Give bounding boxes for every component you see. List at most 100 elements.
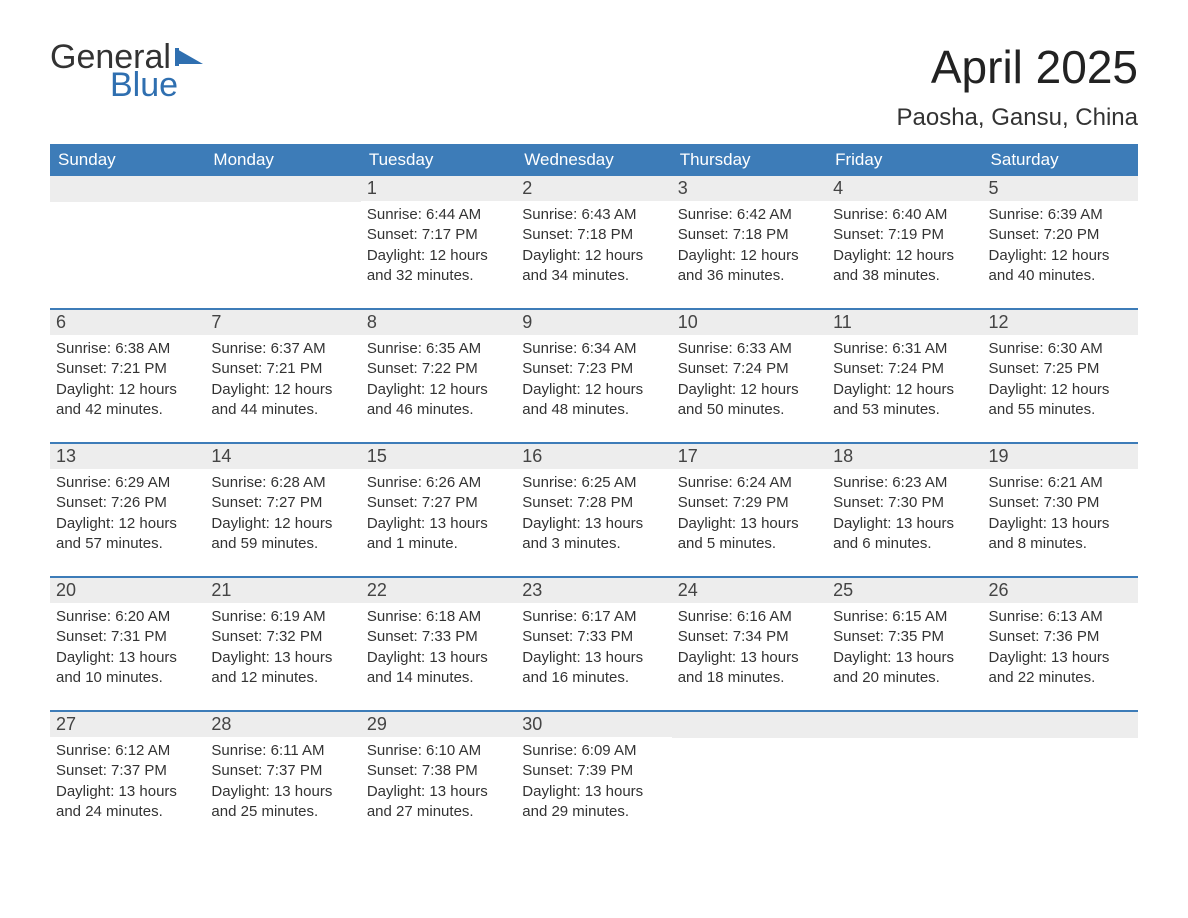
day-cell: 18Sunrise: 6:23 AMSunset: 7:30 PMDayligh…: [827, 444, 982, 564]
daylight-text: Daylight: 12 hours and 34 minutes.: [522, 246, 665, 287]
sunrise-text: Sunrise: 6:18 AM: [367, 607, 510, 627]
daylight-text: Daylight: 13 hours and 25 minutes.: [211, 782, 354, 823]
day-cell: [50, 176, 205, 296]
daylight-text: Daylight: 13 hours and 18 minutes.: [678, 648, 821, 689]
sunset-text: Sunset: 7:33 PM: [367, 627, 510, 647]
sunrise-text: Sunrise: 6:15 AM: [833, 607, 976, 627]
title-block: April 2025 Paosha, Gansu, China: [897, 40, 1139, 132]
sunset-text: Sunset: 7:28 PM: [522, 493, 665, 513]
sunrise-text: Sunrise: 6:24 AM: [678, 473, 821, 493]
day-cell: [827, 712, 982, 832]
day-number: 13: [50, 444, 205, 469]
day-number: 25: [827, 578, 982, 603]
day-cell: 28Sunrise: 6:11 AMSunset: 7:37 PMDayligh…: [205, 712, 360, 832]
day-cell: 14Sunrise: 6:28 AMSunset: 7:27 PMDayligh…: [205, 444, 360, 564]
day-number: 6: [50, 310, 205, 335]
day-content: Sunrise: 6:37 AMSunset: 7:21 PMDaylight:…: [205, 335, 360, 430]
daylight-text: Daylight: 13 hours and 3 minutes.: [522, 514, 665, 555]
sunrise-text: Sunrise: 6:16 AM: [678, 607, 821, 627]
sunset-text: Sunset: 7:29 PM: [678, 493, 821, 513]
day-number: 18: [827, 444, 982, 469]
day-number: 14: [205, 444, 360, 469]
daylight-text: Daylight: 12 hours and 44 minutes.: [211, 380, 354, 421]
day-cell: 6Sunrise: 6:38 AMSunset: 7:21 PMDaylight…: [50, 310, 205, 430]
day-header-wednesday: Wednesday: [516, 144, 671, 176]
day-header-monday: Monday: [205, 144, 360, 176]
day-number-empty: [205, 176, 360, 202]
sunset-text: Sunset: 7:33 PM: [522, 627, 665, 647]
sunset-text: Sunset: 7:37 PM: [211, 761, 354, 781]
location: Paosha, Gansu, China: [897, 104, 1139, 132]
day-cell: 11Sunrise: 6:31 AMSunset: 7:24 PMDayligh…: [827, 310, 982, 430]
day-cell: 26Sunrise: 6:13 AMSunset: 7:36 PMDayligh…: [983, 578, 1138, 698]
day-content: Sunrise: 6:23 AMSunset: 7:30 PMDaylight:…: [827, 469, 982, 564]
daylight-text: Daylight: 13 hours and 5 minutes.: [678, 514, 821, 555]
day-number: 4: [827, 176, 982, 201]
sunset-text: Sunset: 7:26 PM: [56, 493, 199, 513]
day-content: Sunrise: 6:19 AMSunset: 7:32 PMDaylight:…: [205, 603, 360, 698]
day-number: 30: [516, 712, 671, 737]
day-content: Sunrise: 6:15 AMSunset: 7:35 PMDaylight:…: [827, 603, 982, 698]
day-number: 1: [361, 176, 516, 201]
day-number: 19: [983, 444, 1138, 469]
day-content: Sunrise: 6:09 AMSunset: 7:39 PMDaylight:…: [516, 737, 671, 832]
sunset-text: Sunset: 7:39 PM: [522, 761, 665, 781]
weeks-container: 1 Sunrise: 6:44 AMSunset: 7:17 PM Daylight…: [50, 176, 1138, 832]
sunrise-text: Sunrise: 6:42 AM: [678, 205, 821, 225]
sunrise-text: Sunrise: 6:34 AM: [522, 339, 665, 359]
daylight-text: Daylight: 13 hours and 29 minutes.: [522, 782, 665, 823]
sunset-text: Sunset: 7:37 PM: [56, 761, 199, 781]
daylight-text: Daylight: 13 hours and 24 minutes.: [56, 782, 199, 823]
sunset-text: Sunset: 7:30 PM: [989, 493, 1132, 513]
sunrise-text: Sunrise: 6:21 AM: [989, 473, 1132, 493]
daylight-text: Daylight: 12 hours and 46 minutes.: [367, 380, 510, 421]
sunrise-text: Sunrise: 6:39 AM: [989, 205, 1132, 225]
week-row: 20Sunrise: 6:20 AMSunset: 7:31 PMDayligh…: [50, 576, 1138, 698]
day-cell: 4Sunrise: 6:40 AMSunset: 7:19 PMDaylight…: [827, 176, 982, 296]
sunrise-text: Sunrise: 6:28 AM: [211, 473, 354, 493]
day-content: Sunrise: 6:33 AMSunset: 7:24 PMDaylight:…: [672, 335, 827, 430]
day-number: 17: [672, 444, 827, 469]
daylight-text: Daylight: 13 hours and 20 minutes.: [833, 648, 976, 689]
day-number: 7: [205, 310, 360, 335]
sunrise-text: Sunrise: 6:30 AM: [989, 339, 1132, 359]
day-cell: 10Sunrise: 6:33 AMSunset: 7:24 PMDayligh…: [672, 310, 827, 430]
daylight-text: Daylight: 12 hours and 48 minutes.: [522, 380, 665, 421]
day-cell: 2Sunrise: 6:43 AMSunset: 7:18 PMDaylight…: [516, 176, 671, 296]
daylight-text: Daylight: 13 hours and 10 minutes.: [56, 648, 199, 689]
day-content: Sunrise: 6:18 AMSunset: 7:33 PMDaylight:…: [361, 603, 516, 698]
day-number: 28: [205, 712, 360, 737]
day-content: Sunrise: 6:38 AMSunset: 7:21 PMDaylight:…: [50, 335, 205, 430]
sunset-text: Sunset: 7:17 PM: [367, 225, 510, 245]
day-number: 12: [983, 310, 1138, 335]
sunrise-text: Sunrise: 6:10 AM: [367, 741, 510, 761]
day-number: 20: [50, 578, 205, 603]
daylight-text: Daylight: 12 hours and 57 minutes.: [56, 514, 199, 555]
day-number: 3: [672, 176, 827, 201]
day-number: 16: [516, 444, 671, 469]
day-cell: 24Sunrise: 6:16 AMSunset: 7:34 PMDayligh…: [672, 578, 827, 698]
day-cell: 9Sunrise: 6:34 AMSunset: 7:23 PMDaylight…: [516, 310, 671, 430]
sunrise-text: Sunrise: 6:44 AM: [367, 205, 510, 225]
sunset-text: Sunset: 7:24 PM: [678, 359, 821, 379]
day-number: 27: [50, 712, 205, 737]
day-cell: 25Sunrise: 6:15 AMSunset: 7:35 PMDayligh…: [827, 578, 982, 698]
daylight-text: Daylight: 13 hours and 16 minutes.: [522, 648, 665, 689]
sunset-text: Sunset: 7:34 PM: [678, 627, 821, 647]
daylight-text: Daylight: 13 hours and 22 minutes.: [989, 648, 1132, 689]
day-header-tuesday: Tuesday: [361, 144, 516, 176]
sunset-text: Sunset: 7:27 PM: [211, 493, 354, 513]
day-cell: 23Sunrise: 6:17 AMSunset: 7:33 PMDayligh…: [516, 578, 671, 698]
day-content: Sunrise: 6:35 AMSunset: 7:22 PMDaylight:…: [361, 335, 516, 430]
day-content: Sunrise: 6:28 AMSunset: 7:27 PMDaylight:…: [205, 469, 360, 564]
day-content: Sunrise: 6:24 AMSunset: 7:29 PMDaylight:…: [672, 469, 827, 564]
day-cell: 1Sunrise: 6:44 AMSunset: 7:17 PMDaylight…: [361, 176, 516, 296]
sunrise-text: Sunrise: 6:13 AM: [989, 607, 1132, 627]
sunrise-text: Sunrise: 6:40 AM: [833, 205, 976, 225]
day-content: Sunrise: 6:12 AMSunset: 7:37 PMDaylight:…: [50, 737, 205, 832]
day-number: 11: [827, 310, 982, 335]
day-content: Sunrise: 6:17 AMSunset: 7:33 PMDaylight:…: [516, 603, 671, 698]
sunset-text: Sunset: 7:35 PM: [833, 627, 976, 647]
calendar: Sunday Monday Tuesday Wednesday Thursday…: [50, 144, 1138, 832]
day-cell: [672, 712, 827, 832]
